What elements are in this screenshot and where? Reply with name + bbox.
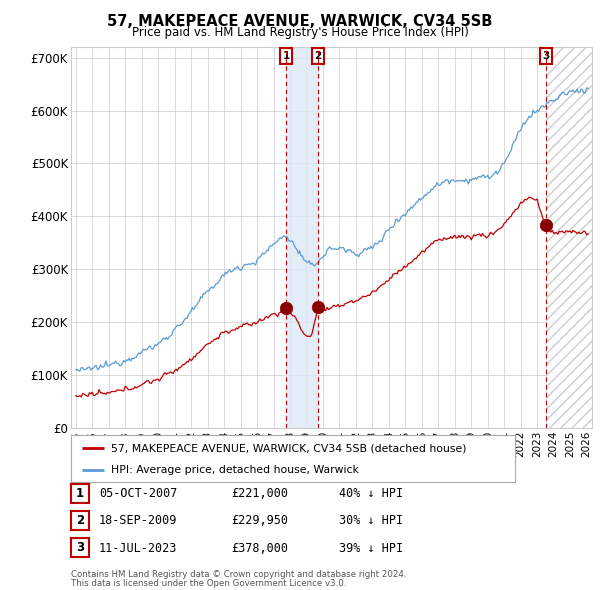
Text: 2: 2	[314, 51, 322, 61]
Bar	[286, 47, 318, 428]
Text: £221,000: £221,000	[231, 487, 288, 500]
Text: 1: 1	[76, 487, 84, 500]
Text: £229,950: £229,950	[231, 514, 288, 527]
Text: 57, MAKEPEACE AVENUE, WARWICK, CV34 5SB (detached house): 57, MAKEPEACE AVENUE, WARWICK, CV34 5SB …	[111, 443, 466, 453]
Text: Contains HM Land Registry data © Crown copyright and database right 2024.: Contains HM Land Registry data © Crown c…	[71, 571, 406, 579]
Text: This data is licensed under the Open Government Licence v3.0.: This data is licensed under the Open Gov…	[71, 579, 346, 588]
Bar	[546, 47, 600, 428]
Text: 11-JUL-2023: 11-JUL-2023	[99, 542, 178, 555]
Text: 05-OCT-2007: 05-OCT-2007	[99, 487, 178, 500]
Text: 3: 3	[76, 541, 84, 554]
Text: HPI: Average price, detached house, Warwick: HPI: Average price, detached house, Warw…	[111, 466, 359, 475]
Text: 57, MAKEPEACE AVENUE, WARWICK, CV34 5SB: 57, MAKEPEACE AVENUE, WARWICK, CV34 5SB	[107, 14, 493, 28]
Bar	[546, 47, 600, 428]
Text: 40% ↓ HPI: 40% ↓ HPI	[339, 487, 403, 500]
Text: 2: 2	[76, 514, 84, 527]
Text: 39% ↓ HPI: 39% ↓ HPI	[339, 542, 403, 555]
Text: 18-SEP-2009: 18-SEP-2009	[99, 514, 178, 527]
Text: Price paid vs. HM Land Registry's House Price Index (HPI): Price paid vs. HM Land Registry's House …	[131, 26, 469, 39]
Text: £378,000: £378,000	[231, 542, 288, 555]
Text: 30% ↓ HPI: 30% ↓ HPI	[339, 514, 403, 527]
Text: 3: 3	[542, 51, 550, 61]
Text: 1: 1	[283, 51, 290, 61]
